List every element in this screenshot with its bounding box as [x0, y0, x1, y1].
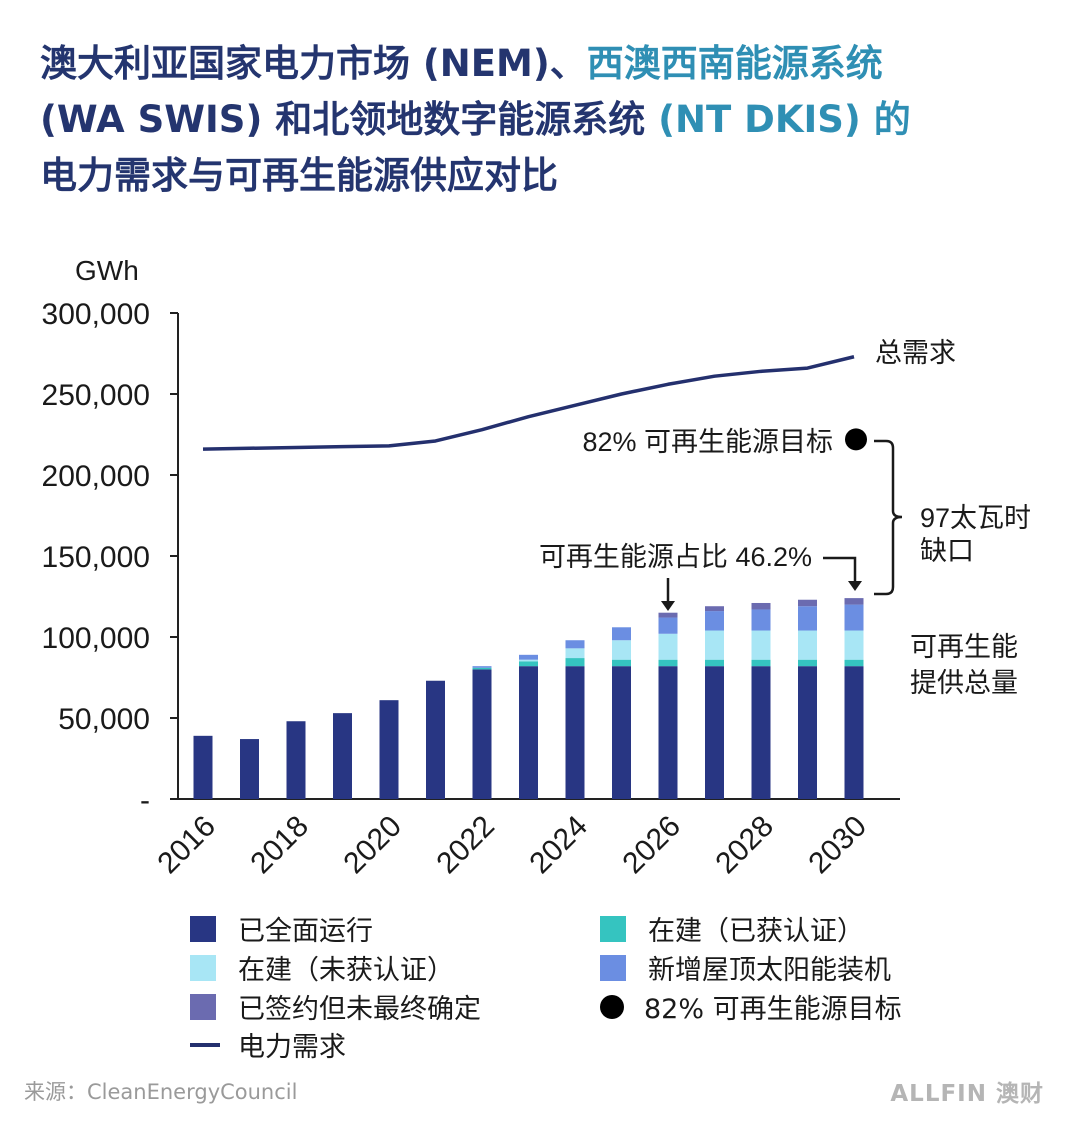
annotation-gap-line2: 缺口: [920, 536, 974, 566]
bar-operating-2027: [705, 666, 724, 799]
bar-operating-2023: [519, 666, 538, 799]
bar-contracted-2028: [751, 602, 771, 610]
title-line3: 电力需求与可再生能源供应对比: [40, 154, 558, 197]
bar-committed-2030: [844, 659, 864, 667]
y-tick-label: 200,000: [42, 460, 150, 493]
bar-operating-2016: [193, 735, 213, 799]
bar-construction-2026: [658, 633, 678, 660]
bar-committed-2025: [612, 659, 631, 667]
title-line2-dark: (WA SWIS) 和北领地数字能源系统: [40, 98, 646, 141]
bar-operating-2024: [565, 666, 585, 799]
target-dot: [845, 428, 867, 451]
gap-brace: [874, 439, 903, 596]
chart-title: 澳大利亚国家电力市场 (NEM)、西澳西南能源系统 (WA SWIS) 和北领地…: [40, 36, 1040, 204]
title-line2-accent: (NT DKIS) 的: [645, 98, 911, 141]
bar-committed-2027: [705, 659, 724, 667]
bar-rooftop-solar-2022: [472, 666, 492, 668]
bar-operating-2018: [286, 721, 306, 799]
bar-committed-2029: [798, 659, 817, 667]
title-line1-dark: 澳大利亚国家电力市场 (NEM)、: [40, 42, 587, 85]
bar-rooftop-solar-2025: [612, 627, 631, 641]
bar-contracted-2030: [844, 598, 864, 605]
bar-rooftop-solar-2023: [519, 654, 538, 660]
bar-committed-2026: [658, 659, 678, 667]
share-arrow-2026-head: [661, 601, 675, 611]
x-tick-label: 2020: [337, 810, 408, 881]
share-arrow-2030-shaft: [823, 556, 857, 583]
bar-operating-2021: [426, 680, 445, 799]
x-tick-label: 2026: [616, 810, 687, 881]
bar-operating-2020: [379, 700, 399, 799]
bar-construction-2025: [612, 640, 631, 660]
x-tick-label: 2028: [709, 810, 780, 881]
annotation-gap-line1: 97太瓦时: [920, 503, 1031, 533]
y-tick-label: 300,000: [42, 298, 150, 331]
bar-operating-2025: [612, 666, 631, 799]
bar-construction-2027: [705, 630, 724, 660]
bar-construction-2024: [565, 648, 585, 659]
bar-contracted-2026: [658, 612, 678, 618]
y-tick-label: 250,000: [42, 379, 150, 412]
x-tick-label: 2022: [430, 810, 501, 881]
y-unit-label: GWh: [75, 255, 139, 286]
bar-operating-2030: [844, 666, 864, 799]
bar-construction-2029: [798, 630, 817, 660]
source-note: 来源：CleanEnergyCouncil: [24, 1080, 298, 1104]
title-line1-accent: 西澳西南能源系统: [586, 42, 883, 85]
bar-operating-2022: [472, 669, 492, 799]
bar-rooftop-solar-2027: [705, 611, 724, 631]
bar-operating-2026: [658, 666, 678, 799]
share-arrow-2030-head: [848, 581, 862, 591]
y-tick-label: 100,000: [42, 622, 150, 655]
annotation-supply-line2: 提供总量: [910, 668, 1018, 698]
bar-contracted-2029: [798, 599, 817, 607]
bar-committed-2023: [519, 661, 538, 667]
bar-committed-2024: [565, 658, 585, 667]
bar-construction-2023: [519, 659, 538, 662]
bar-operating-2019: [333, 713, 352, 799]
x-tick-label: 2030: [802, 810, 873, 881]
bar-construction-2028: [751, 630, 771, 660]
annotation-total-demand: 总需求: [875, 338, 956, 368]
bar-rooftop-solar-2029: [798, 606, 817, 631]
y-tick-label: 150,000: [42, 541, 150, 574]
brand-logo: ALLFIN 澳财: [890, 1081, 1044, 1107]
x-tick-label: 2016: [151, 810, 222, 881]
y-tick-label: 50,000: [58, 703, 150, 736]
demand-line: [202, 355, 855, 451]
bar-operating-2017: [240, 739, 259, 799]
y-tick-label: -: [140, 784, 150, 817]
bar-rooftop-solar-2024: [565, 640, 585, 649]
bar-committed-2022: [472, 667, 492, 670]
bar-committed-2028: [751, 659, 771, 667]
annotation-share: 可再生能源占比 46.2%: [539, 542, 812, 572]
bar-operating-2029: [798, 666, 817, 799]
bar-rooftop-solar-2026: [658, 617, 678, 634]
annotation-target: 82% 可再生能源目标: [582, 427, 833, 457]
bar-contracted-2027: [705, 606, 724, 612]
annotation-supply-line1: 可再生能: [910, 632, 1018, 662]
bar-rooftop-solar-2028: [751, 609, 771, 631]
bar-construction-2030: [844, 630, 864, 660]
bar-rooftop-solar-2030: [844, 604, 864, 631]
x-tick-label: 2024: [523, 810, 594, 881]
bar-operating-2028: [751, 666, 771, 799]
x-tick-label: 2018: [244, 810, 315, 881]
